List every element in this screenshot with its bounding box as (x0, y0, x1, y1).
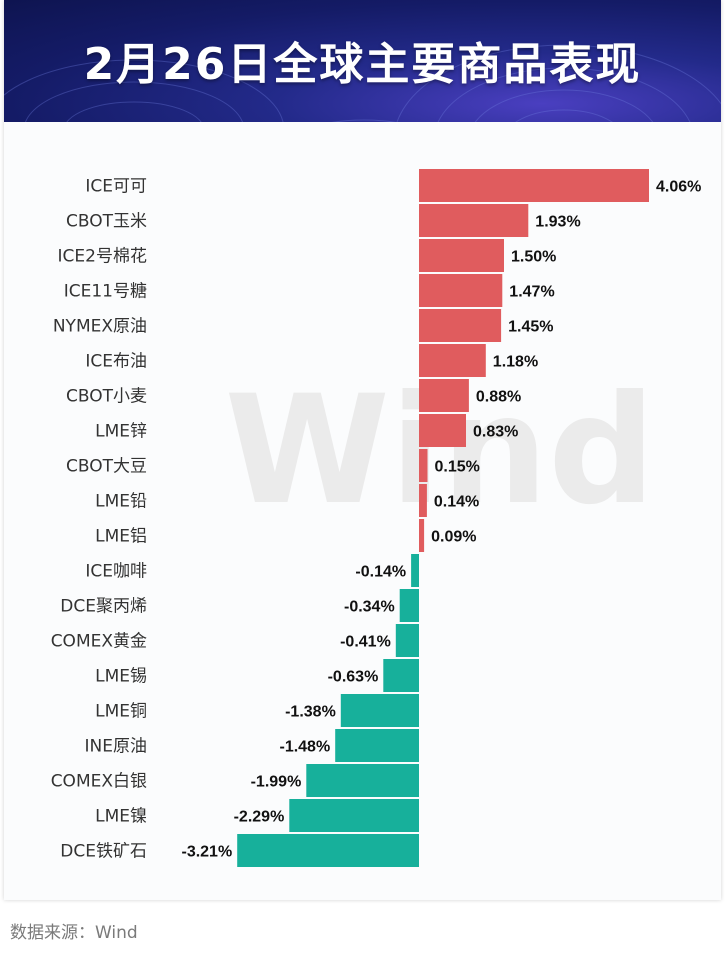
value-label: -2.29% (234, 809, 285, 826)
category-label: DCE铁矿石 (60, 842, 147, 862)
category-label: NYMEX原油 (53, 317, 147, 337)
bars-layer: ICE可可 4.06% CBOT玉米 1.93% ICE2号棉花 1.50% ICE11号糖… (51, 169, 701, 867)
value-label: 0.09% (431, 529, 476, 546)
value-label: 0.15% (435, 459, 480, 476)
category-label: LME铅 (95, 492, 147, 512)
value-label: 1.50% (511, 249, 556, 266)
bar (306, 764, 419, 797)
category-label: CBOT大豆 (66, 457, 147, 477)
bar-chart: Wind ICE可可 4.06%CBOT玉米 1.93%ICE2号棉花 1.50%IC… (51, 169, 701, 867)
category-label: LME锌 (95, 422, 147, 442)
source-note: 数据来源：Wind (10, 923, 138, 943)
bar (335, 729, 419, 762)
bar (419, 484, 427, 517)
bar (419, 519, 425, 552)
category-label: DCE聚丙烯 (60, 597, 147, 617)
bar (419, 239, 504, 272)
category-label: COMEX黄金 (51, 632, 147, 652)
bar (395, 624, 419, 657)
bar (419, 414, 466, 447)
value-label: 1.45% (508, 319, 553, 336)
value-label: -0.34% (344, 599, 395, 616)
category-label: LME锡 (95, 667, 147, 687)
value-label: 0.88% (476, 389, 521, 406)
category-label: CBOT小麦 (66, 387, 147, 407)
value-label: -0.41% (340, 634, 391, 651)
value-label: 0.83% (473, 424, 518, 441)
category-label: ICE11号糖 (64, 282, 147, 302)
category-label: ICE可可 (85, 177, 147, 197)
value-label: -1.38% (285, 704, 336, 721)
bar (289, 799, 419, 832)
bar (419, 169, 649, 202)
category-label: LME镍 (95, 807, 147, 827)
value-label: -0.63% (328, 669, 379, 686)
bar (419, 309, 502, 342)
bar (411, 554, 419, 587)
banner-contour-pattern (4, 44, 721, 122)
category-label: LME铜 (95, 702, 147, 722)
category-label: LME铝 (95, 527, 147, 547)
bar (383, 659, 419, 692)
category-label: ICE咖啡 (85, 562, 147, 582)
category-label: CBOT玉米 (66, 212, 147, 232)
page-title: 2月26日全球主要商品表现 (83, 39, 642, 90)
bar (419, 204, 529, 237)
value-label: -3.21% (181, 844, 232, 861)
category-label: COMEX白银 (51, 772, 147, 792)
value-label: 1.18% (493, 354, 538, 371)
value-label: 1.47% (509, 284, 554, 301)
value-label: 0.14% (434, 494, 479, 511)
value-label: -1.99% (251, 774, 302, 791)
bar (419, 379, 469, 412)
category-label: INE原油 (85, 737, 147, 757)
category-label: ICE2号棉花 (58, 247, 147, 267)
bar (419, 449, 428, 482)
value-label: -0.14% (355, 564, 406, 581)
category-label: ICE布油 (85, 352, 147, 372)
bar (419, 344, 486, 377)
value-label: 4.06% (656, 179, 701, 196)
bar (237, 834, 419, 867)
value-label: -1.48% (279, 739, 330, 756)
bar (399, 589, 419, 622)
bar (419, 274, 503, 307)
value-label: 1.93% (535, 214, 580, 231)
title-banner: 2月26日全球主要商品表现 (4, 0, 721, 122)
bar (340, 694, 419, 727)
